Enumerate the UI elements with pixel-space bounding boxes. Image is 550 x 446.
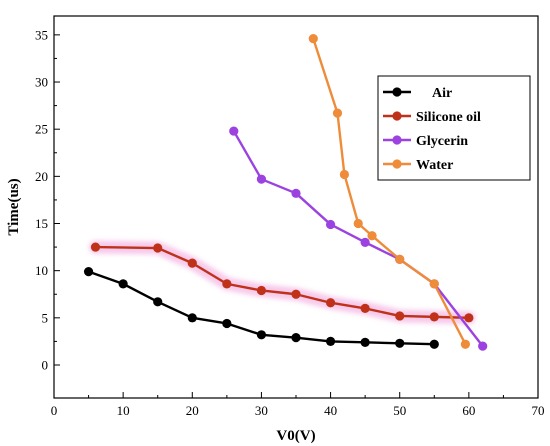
data-point-air — [222, 318, 232, 329]
data-point-water — [332, 108, 343, 118]
y-tick-label: 5 — [42, 310, 49, 325]
legend-label-glycerin: Glycerin — [416, 134, 468, 149]
data-point-air — [118, 279, 128, 289]
legend-box — [377, 75, 531, 181]
data-point-glycerin — [291, 188, 301, 198]
y-tick-label: 0 — [42, 357, 49, 372]
data-point-air — [291, 333, 301, 343]
data-point-silicone-oil — [325, 298, 336, 308]
data-point-silicone-oil — [90, 242, 101, 252]
data-point-silicone-oil — [395, 311, 405, 321]
y-tick-label: 35 — [35, 27, 48, 42]
legend-marker-glycerin — [392, 135, 402, 145]
data-point-water — [308, 34, 318, 44]
x-tick-label: 20 — [186, 403, 199, 418]
data-point-silicone-oil — [153, 243, 163, 253]
data-point-glycerin — [325, 219, 336, 230]
data-point-air — [187, 313, 197, 323]
y-axis-title: Time(us) — [6, 178, 22, 235]
data-point-water — [460, 339, 470, 349]
data-point-glycerin — [478, 341, 488, 351]
data-point-air — [325, 336, 336, 347]
data-point-water — [395, 254, 405, 264]
data-point-water — [339, 169, 349, 180]
y-tick-label: 20 — [35, 169, 48, 184]
y-tick-label: 25 — [35, 122, 48, 137]
legend-label-silicone-oil: Silicone oil — [416, 110, 481, 125]
y-tick-label: 10 — [35, 263, 48, 278]
data-point-glycerin — [256, 174, 267, 184]
x-tick-label: 70 — [532, 403, 545, 418]
data-point-glycerin — [360, 237, 370, 247]
legend-marker-silicone-oil — [392, 111, 402, 121]
x-tick-label: 0 — [51, 403, 58, 418]
data-point-air — [153, 297, 163, 307]
data-point-air — [395, 338, 405, 348]
legend-marker-water — [392, 159, 402, 169]
y-tick-label: 15 — [35, 216, 48, 231]
data-point-air — [429, 339, 439, 349]
data-point-silicone-oil — [360, 303, 370, 313]
data-point-silicone-oil — [464, 313, 474, 323]
axis-ticks: 0 10 20 30 40 50 60 70 0 5 10 15 20 25 30 35 — [35, 27, 545, 418]
data-point-silicone-oil — [429, 312, 439, 322]
x-tick-label: 50 — [393, 403, 406, 418]
legend: Air Silicone oil Glycerin Water — [377, 75, 531, 181]
data-point-water — [353, 218, 363, 229]
x-tick-label: 60 — [462, 403, 475, 418]
legend-marker-air — [392, 87, 402, 97]
data-point-water — [367, 231, 377, 241]
x-tick-label: 10 — [117, 403, 130, 418]
legend-label-air: Air — [432, 86, 452, 101]
data-point-glycerin — [229, 126, 239, 136]
legend-label-water: Water — [416, 158, 453, 173]
x-tick-label: 30 — [255, 403, 268, 418]
series-line-water — [312, 38, 467, 345]
x-tick-label: 40 — [324, 403, 337, 418]
data-point-silicone-oil — [256, 285, 267, 296]
data-point-air — [360, 337, 370, 347]
data-point-silicone-oil — [187, 258, 197, 268]
silicone-oil-highlight — [88, 240, 476, 325]
data-point-silicone-oil — [222, 279, 232, 289]
y-tick-label: 30 — [35, 75, 48, 90]
data-point-silicone-oil — [291, 289, 301, 299]
series-points — [83, 34, 488, 351]
data-point-water — [429, 279, 439, 289]
data-point-air — [83, 267, 94, 277]
series-line-silicone-oil — [95, 245, 469, 320]
data-point-air — [256, 330, 267, 340]
x-axis-title: V0(V) — [276, 428, 315, 444]
series-highlight — [88, 240, 476, 325]
